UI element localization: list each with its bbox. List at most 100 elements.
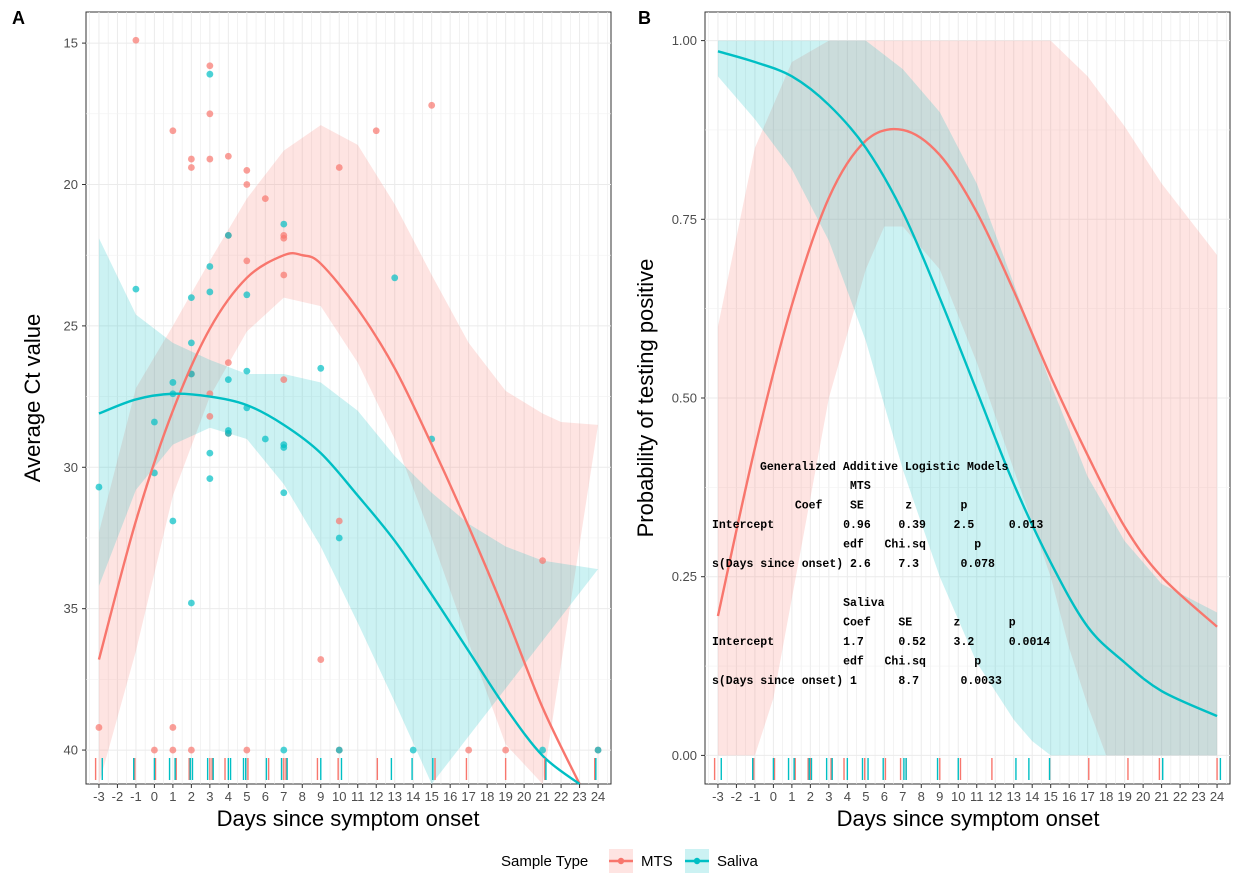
y-tick-label: 0.25 [672,569,697,584]
x-tick-label: -1 [130,789,142,804]
data-point-mts [335,164,343,171]
panel-a-y-axis-title: Average Ct value [20,314,45,482]
x-tick-label: 3 [825,789,832,804]
x-tick-label: -3 [712,789,724,804]
data-point-mts [206,155,214,163]
panel-b: B -3 -2 -1 0 1 2 3 4 5 6 7 8 9 10 11 12 13 14 15 16 17 18 19 20… [633,8,1231,831]
x-tick-label: 6 [881,789,888,804]
x-tick-label: 2 [807,789,814,804]
stats-table-row: s(Days since onset) 2.6 7.3 0.078 [712,558,995,571]
data-point-mts [243,257,251,265]
stats-table-row: edf Chi.sq p [712,656,981,669]
data-point-mts [206,412,214,420]
data-point-mts [224,359,232,367]
x-tick-label: 2 [188,789,195,804]
panel-a-y-ticks: 15 20 25 30 35 40 [64,36,86,758]
data-point-mts [243,746,251,754]
panel-b-y-ticks: 0.00 0.25 0.50 0.75 1.00 [672,33,705,763]
data-point-saliva [335,746,343,754]
data-point-mts [539,557,547,565]
x-tick-label: 1 [169,789,176,804]
panel-b-x-ticks: -3 -2 -1 0 1 2 3 4 5 6 7 8 9 10 11 12 13 14 15 16 17 18 19 20 21… [712,784,1224,804]
x-tick-label: 17 [461,789,475,804]
x-tick-label: 7 [899,789,906,804]
confidence-ribbon-mts [717,40,1218,756]
x-tick-label: 12 [369,789,383,804]
data-point-mts [261,195,269,203]
fit-line-mts [97,251,581,785]
panel-a-ribbons [98,125,599,785]
panel-b-ribbons [717,40,1218,756]
x-tick-label: 10 [951,789,965,804]
data-point-saliva [187,339,195,347]
data-point-saliva [335,534,343,542]
x-tick-label: -2 [731,789,743,804]
data-point-saliva [95,483,103,491]
data-point-saliva [280,489,288,497]
x-tick-label: 11 [970,789,984,804]
x-tick-label: 5 [862,789,869,804]
x-tick-label: 0 [770,789,777,804]
data-point-saliva [169,517,177,525]
x-tick-label: 13 [387,789,401,804]
data-point-mts [187,164,195,171]
data-point-mts [465,746,473,754]
data-point-saliva [132,285,140,293]
panel-a-fit-lines [97,251,581,785]
y-tick-label: 1.00 [672,33,697,48]
data-point-mts [243,166,251,174]
x-tick-label: 15 [424,789,438,804]
x-tick-label: -3 [93,789,105,804]
data-point-mts [224,152,232,160]
x-tick-label: 18 [480,789,494,804]
y-tick-label: 15 [64,36,78,51]
panel-a-points [95,36,602,754]
panel-a-rug [94,758,597,780]
data-point-mts [150,746,158,754]
data-point-saliva [280,444,288,451]
data-point-mts [169,127,177,135]
y-tick-label: 0.50 [672,391,697,406]
data-point-mts [169,724,177,731]
panel-b-rug [713,758,1222,780]
legend-label-mts: MTS [641,853,673,870]
x-tick-label: 8 [299,789,306,804]
data-point-mts [95,724,103,731]
data-point-saliva [243,291,251,299]
data-point-saliva [206,263,214,270]
panel-b-x-axis-title: Days since symptom onset [837,806,1100,831]
data-point-saliva [261,435,269,443]
legend-key-saliva-dot [693,857,701,865]
x-tick-label: 11 [351,789,365,804]
data-point-mts [335,517,343,525]
x-tick-label: 10 [332,789,346,804]
stats-table-row: Coef SE z p [712,617,1016,630]
x-tick-label: 24 [591,789,605,804]
x-tick-label: 9 [936,789,943,804]
x-tick-label: 6 [262,789,269,804]
fit-line-saliva [717,50,1218,718]
legend-item-mts: MTS [609,849,673,873]
legend-label-saliva: Saliva [717,853,759,870]
x-tick-label: 0 [151,789,158,804]
data-point-mts [372,127,380,135]
data-point-saliva [224,429,232,437]
data-point-mts [428,101,436,109]
data-point-mts [206,110,214,118]
stats-table-row: Intercept 0.96 0.39 2.5 0.013 [712,519,1043,532]
x-tick-label: 8 [918,789,925,804]
stats-table-title: Generalized Additive Logistic Models [760,461,1009,474]
confidence-ribbon-saliva [98,238,599,784]
panel-a: A -3 -2 -1 0 1 2 3 4 5 6 7 8 9 10 11 12 13 14 15 16 17 18 19 20… [12,8,612,831]
x-tick-label: 20 [517,789,531,804]
data-point-mts [206,62,214,70]
data-point-saliva [224,231,232,239]
stats-table-row: edf Chi.sq p [712,539,981,552]
x-tick-label: 21 [535,789,549,804]
data-point-saliva [187,294,195,302]
data-point-mts [317,656,325,663]
data-point-mts [187,155,195,163]
y-tick-label: 30 [64,460,78,475]
data-point-mts [502,746,510,754]
x-tick-label: 15 [1043,789,1057,804]
